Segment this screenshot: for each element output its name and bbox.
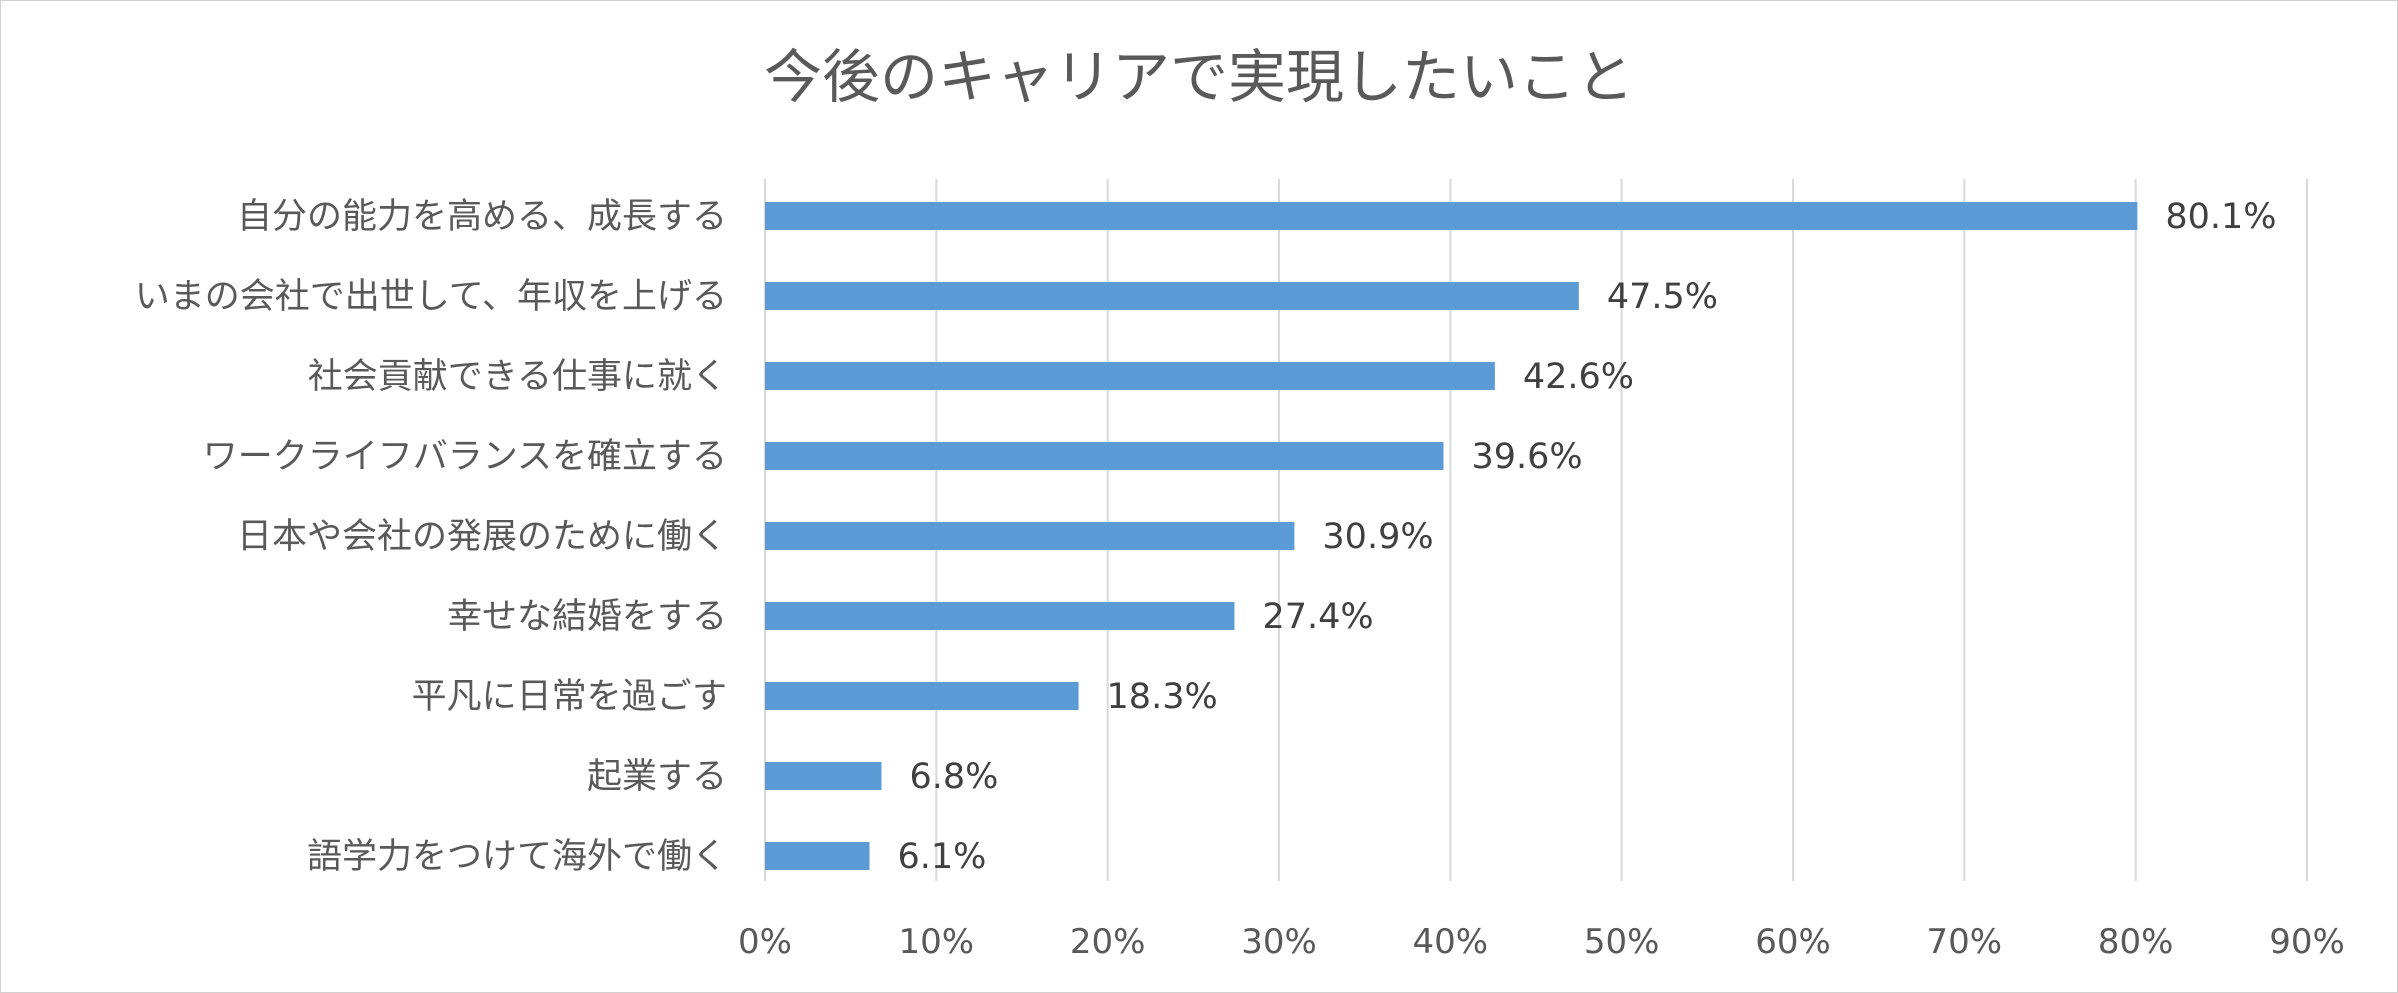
data-label: 47.5%	[1607, 277, 1718, 317]
bar	[765, 362, 1495, 390]
category-label: 自分の能力を高める、成長する	[237, 197, 727, 237]
x-tick-label: 90%	[2269, 922, 2345, 962]
bar	[765, 602, 1235, 630]
bar	[765, 522, 1295, 550]
bar	[765, 762, 882, 790]
category-label: 日本や会社の発展のために働く	[237, 517, 727, 557]
chart-title: 今後のキャリアで実現したいこと	[764, 43, 1634, 111]
x-tick-label: 0%	[738, 922, 792, 962]
category-label: いまの会社で出世して、年収を上げる	[135, 277, 727, 317]
x-tick-label: 20%	[1070, 922, 1146, 962]
data-label: 27.4%	[1262, 597, 1373, 637]
category-label: ワークライフバランスを確立する	[203, 437, 727, 477]
x-tick-label: 30%	[1241, 922, 1317, 962]
x-tick-label: 40%	[1413, 922, 1489, 962]
bar	[765, 682, 1079, 710]
bar	[765, 202, 2138, 230]
category-label: 起業する	[587, 757, 727, 797]
category-label: 語学力をつけて海外で働く	[307, 837, 727, 877]
x-axis-tick-labels: 0% 10% 20% 30% 40% 50% 60% 70% 80% 90%	[738, 922, 2345, 962]
data-labels: 80.1% 47.5% 42.6% 39.6% 30.9% 27.4% 18.3% 6.8% 6…	[898, 197, 2277, 877]
data-label: 18.3%	[1107, 677, 1218, 717]
bars	[765, 202, 2138, 870]
category-labels: 自分の能力を高める、成長するいまの会社で出世して、年収を上げる社会貢献できる仕事…	[135, 197, 727, 877]
bar	[765, 842, 870, 870]
data-label: 42.6%	[1523, 357, 1634, 397]
x-tick-label: 60%	[1755, 922, 1831, 962]
data-label: 30.9%	[1322, 517, 1433, 557]
category-label: 平凡に日常を過ごす	[412, 677, 727, 717]
bar	[765, 282, 1579, 310]
x-tick-label: 10%	[899, 922, 975, 962]
x-tick-label: 50%	[1584, 922, 1660, 962]
x-tick-label: 80%	[2098, 922, 2174, 962]
data-label: 39.6%	[1471, 437, 1582, 477]
data-label: 6.1%	[898, 837, 987, 877]
x-tick-label: 70%	[1927, 922, 2003, 962]
data-label: 6.8%	[910, 757, 999, 797]
category-label: 幸せな結婚をする	[447, 597, 727, 637]
bar	[765, 442, 1444, 470]
category-label: 社会貢献できる仕事に就く	[308, 357, 727, 397]
data-label: 80.1%	[2165, 197, 2276, 237]
